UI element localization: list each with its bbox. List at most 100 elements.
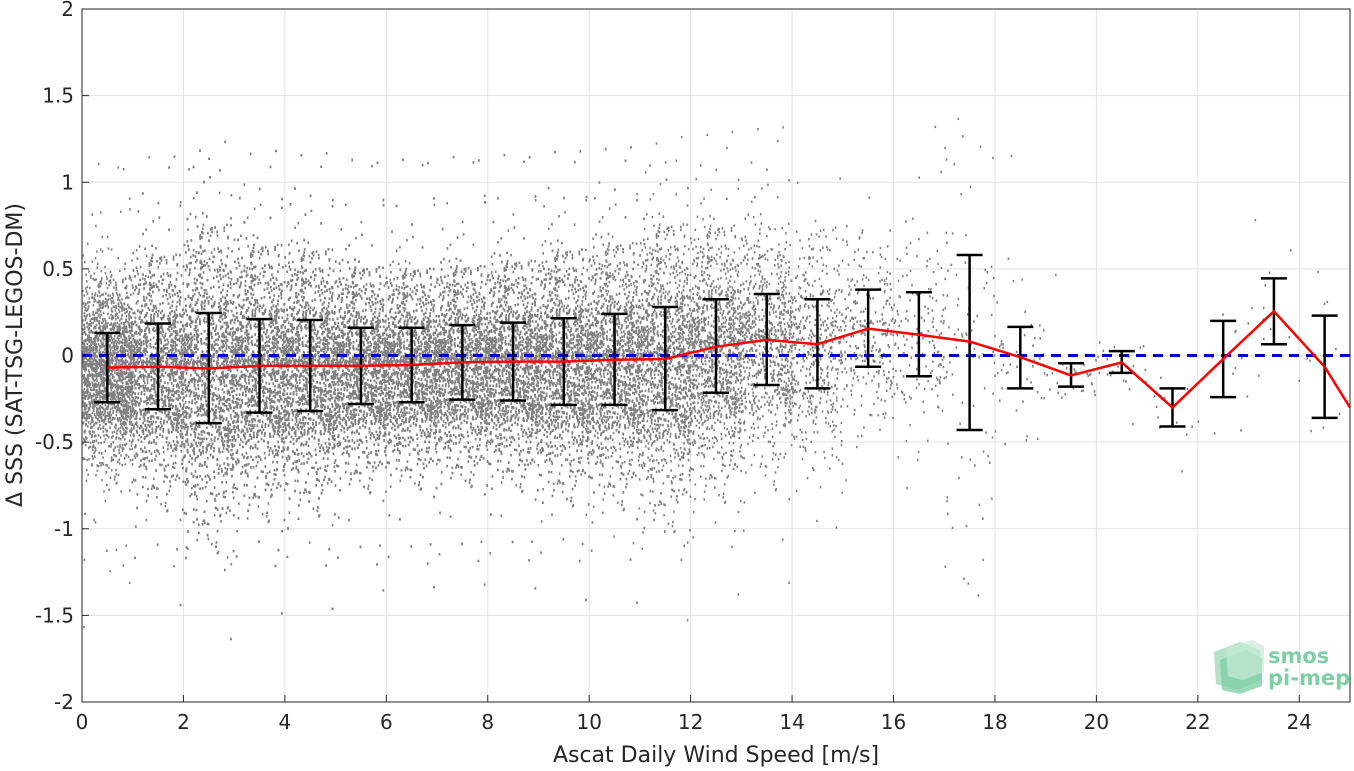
- scatter-point: [123, 400, 125, 403]
- scatter-point: [86, 458, 88, 462]
- scatter-point: [144, 381, 146, 385]
- scatter-point: [144, 278, 146, 281]
- scatter-point: [144, 386, 147, 389]
- scatter-point: [121, 314, 123, 317]
- scatter-point: [172, 449, 174, 452]
- scatter-point: [135, 343, 137, 346]
- scatter-point: [112, 410, 115, 413]
- scatter-point: [104, 301, 107, 304]
- scatter-point: [167, 340, 170, 344]
- scatter-point: [105, 415, 108, 418]
- scatter-point: [117, 387, 119, 390]
- scatter-point: [115, 468, 117, 472]
- scatter-point: [100, 370, 103, 373]
- scatter-point: [117, 330, 120, 333]
- scatter-point: [123, 429, 125, 432]
- scatter-point: [173, 466, 176, 469]
- scatter-point: [132, 322, 135, 326]
- scatter-point: [127, 383, 130, 386]
- scatter-point: [133, 454, 136, 457]
- scatter-point: [124, 457, 126, 460]
- scatter-point: [82, 416, 84, 419]
- scatter-point: [119, 326, 122, 329]
- scatter-point: [163, 403, 166, 406]
- scatter-point: [146, 456, 148, 460]
- scatter-point: [125, 429, 127, 433]
- scatter-point: [131, 391, 134, 394]
- scatter-point: [178, 337, 181, 341]
- scatter-point: [120, 301, 122, 304]
- scatter-point: [168, 286, 170, 289]
- scatter-point: [82, 328, 84, 331]
- scatter-point: [134, 347, 136, 350]
- scatter-point: [131, 334, 134, 337]
- scatter-point: [153, 385, 155, 388]
- scatter-point: [131, 323, 133, 326]
- scatter-point: [166, 272, 169, 275]
- scatter-point: [112, 374, 114, 377]
- scatter-point: [126, 360, 128, 363]
- scatter-point: [116, 409, 118, 412]
- scatter-point: [92, 383, 94, 387]
- scatter-point: [169, 275, 172, 278]
- scatter-point: [95, 396, 97, 399]
- scatter-point: [104, 318, 106, 321]
- scatter-point: [140, 319, 143, 323]
- scatter-point: [174, 320, 176, 323]
- scatter-point: [128, 316, 130, 319]
- scatter-point: [93, 358, 96, 361]
- scatter-point: [90, 321, 93, 325]
- scatter-point: [175, 444, 178, 447]
- scatter-point: [82, 254, 84, 257]
- scatter-point: [86, 359, 89, 362]
- scatter-point: [154, 347, 157, 350]
- scatter-point: [110, 382, 112, 386]
- scatter-point: [134, 320, 136, 323]
- scatter-point: [117, 407, 119, 410]
- scatter-point: [85, 382, 87, 385]
- scatter-point: [143, 416, 146, 419]
- scatter-point: [118, 393, 120, 396]
- scatter-point: [113, 338, 115, 341]
- scatter-point: [182, 420, 185, 423]
- scatter-point: [116, 361, 118, 364]
- scatter-point: [107, 414, 109, 417]
- scatter-point: [122, 404, 125, 407]
- scatter-point: [127, 407, 130, 410]
- scatter-point: [143, 316, 146, 319]
- scatter-point: [84, 402, 86, 405]
- scatter-point: [102, 430, 105, 433]
- scatter-point: [155, 399, 157, 402]
- scatter-point: [161, 386, 164, 390]
- scatter-point: [122, 360, 125, 363]
- scatter-point: [133, 384, 136, 387]
- scatter-point: [164, 501, 167, 505]
- scatter-point: [113, 379, 115, 382]
- scatter-point: [82, 401, 84, 404]
- scatter-point: [116, 358, 118, 361]
- scatter-point: [107, 298, 109, 301]
- scatter-point: [125, 413, 128, 416]
- scatter-point: [143, 417, 146, 421]
- scatter-point: [128, 306, 130, 309]
- scatter-point: [115, 363, 118, 367]
- scatter-point: [100, 406, 103, 409]
- scatter-point: [118, 328, 120, 331]
- scatter-point: [89, 414, 91, 417]
- scatter-point: [129, 447, 131, 451]
- scatter-point: [95, 369, 97, 372]
- scatter-point: [104, 341, 107, 344]
- scatter-point: [143, 389, 146, 393]
- scatter-point: [180, 371, 182, 374]
- scatter-point: [95, 375, 98, 378]
- scatter-point: [115, 405, 117, 409]
- scatter-point: [90, 318, 93, 321]
- scatter-point: [114, 305, 116, 308]
- scatter-point: [130, 279, 133, 282]
- scatter-point: [126, 407, 128, 411]
- scatter-point: [86, 383, 89, 387]
- scatter-point: [170, 403, 173, 406]
- scatter-point: [103, 363, 105, 367]
- scatter-point: [84, 345, 86, 349]
- scatter-point: [105, 394, 107, 397]
